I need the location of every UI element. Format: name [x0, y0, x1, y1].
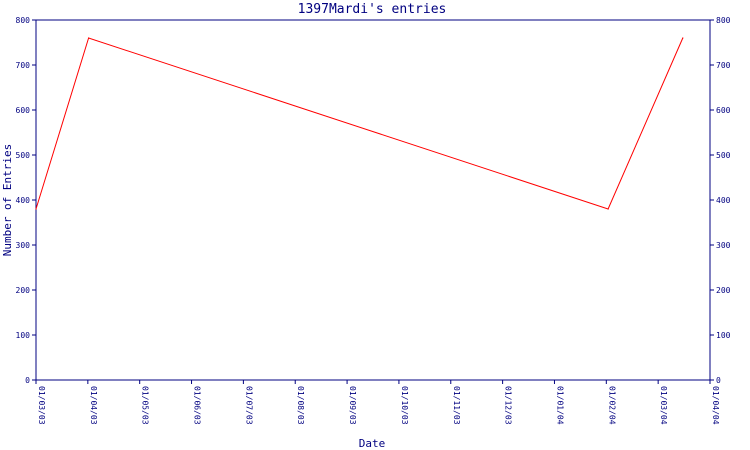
x-tick-label: 01/06/03: [193, 386, 202, 425]
x-tick-label: 01/12/03: [504, 386, 513, 425]
y-tick-label-left: 700: [16, 61, 31, 70]
chart-title: 1397Mardi's entries: [298, 2, 447, 17]
x-tick-label: 01/03/04: [659, 386, 668, 425]
x-tick-label: 01/11/03: [452, 386, 461, 425]
x-tick-label: 01/05/03: [141, 386, 150, 425]
y-axis-label: Number of Entries: [1, 144, 14, 257]
y-tick-label-right: 0: [716, 376, 721, 385]
y-tick-label-left: 100: [16, 331, 31, 340]
x-tick-label: 01/08/03: [296, 386, 305, 425]
y-tick-label-right: 500: [716, 151, 731, 160]
series-group: [35, 37, 684, 210]
data-point: [607, 208, 609, 210]
x-tick-label: 01/10/03: [400, 386, 409, 425]
y-tick-label-left: 600: [16, 106, 31, 115]
x-tick-label: 01/09/03: [348, 386, 357, 425]
y-tick-label-left: 800: [16, 16, 31, 25]
y-tick-label-left: 500: [16, 151, 31, 160]
x-tick-label: 01/07/03: [244, 386, 253, 425]
x-axis-label: Date: [359, 437, 386, 450]
x-tick-label: 01/01/04: [555, 386, 564, 425]
data-point: [88, 37, 90, 39]
y-tick-label-left: 300: [16, 241, 31, 250]
y-tick-label-right: 400: [716, 196, 731, 205]
y-tick-label-right: 200: [716, 286, 731, 295]
y-tick-label-left: 0: [25, 376, 30, 385]
y-tick-label-left: 200: [16, 286, 31, 295]
y-tick-label-left: 400: [16, 196, 31, 205]
y-tick-label-right: 600: [716, 106, 731, 115]
x-tick-label: 01/03/03: [37, 386, 46, 425]
y-tick-label-right: 700: [716, 61, 731, 70]
y-tick-label-right: 300: [716, 241, 731, 250]
data-point: [682, 37, 684, 39]
x-tick-label: 01/04/03: [89, 386, 98, 425]
y-tick-label-right: 100: [716, 331, 731, 340]
series-line: [35, 37, 684, 210]
data-point: [35, 208, 37, 210]
x-tick-label: 01/04/04: [711, 386, 720, 425]
x-tick-label: 01/02/04: [607, 386, 616, 425]
ticks-group: 0 0 100 100 200 200 300 300 400 400 500 500 600 600 70…: [16, 16, 731, 425]
y-tick-label-right: 800: [716, 16, 731, 25]
